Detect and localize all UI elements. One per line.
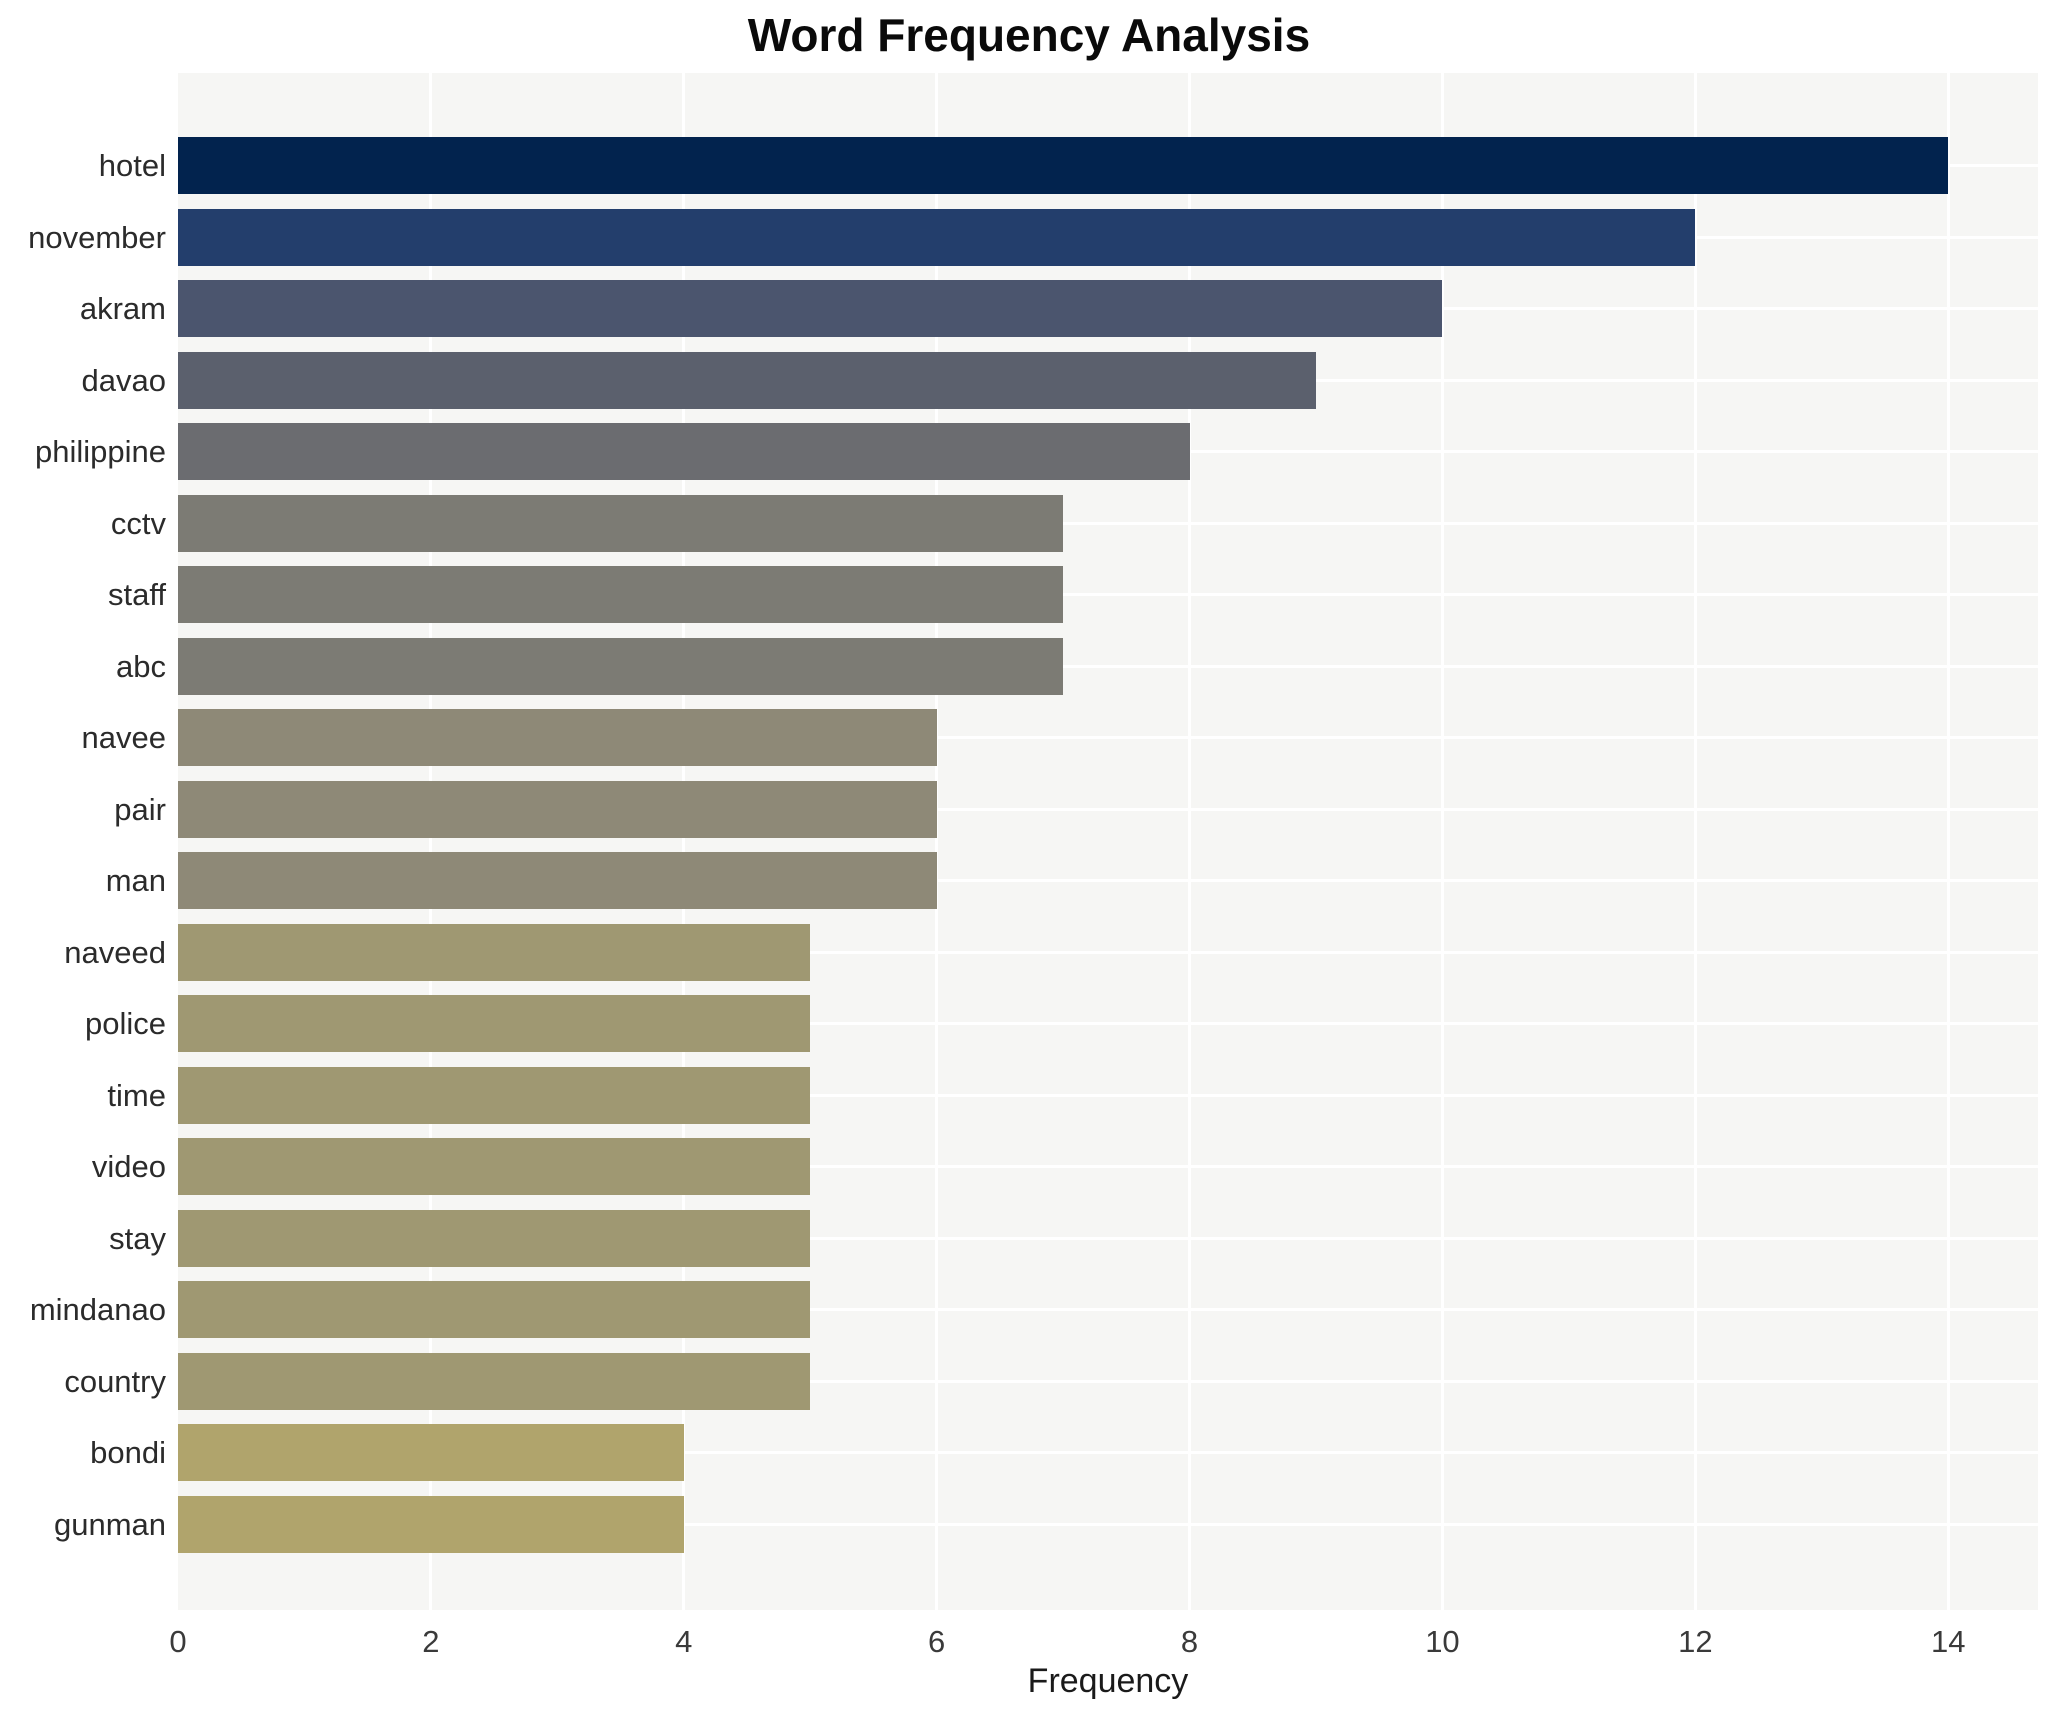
x-axis-label: Frequency <box>1027 1662 1189 1700</box>
y-tick-label-mindanao: mindanao <box>29 1292 166 1327</box>
x-tick-label-4: 4 <box>675 1624 693 1659</box>
y-tick-label-cctv: cctv <box>110 505 166 541</box>
gridline-vertical <box>1188 73 1192 1610</box>
x-tick-label-14: 14 <box>1930 1624 1966 1659</box>
y-tick-label-navee: navee <box>81 720 166 755</box>
gridline-vertical <box>682 73 686 1610</box>
gridline-horizontal <box>178 1451 2038 1454</box>
y-tick-label-november: november <box>28 219 166 255</box>
y-tick-label-pair: pair <box>114 791 166 827</box>
y-tick-label-gunman: gunman <box>53 1506 166 1542</box>
gridline-horizontal <box>178 807 2038 811</box>
bar-abc <box>178 637 1064 695</box>
gridline-vertical <box>935 73 939 1610</box>
bar-bondi <box>178 1424 684 1481</box>
bar-stay <box>178 1209 811 1267</box>
y-tick-label-davao: davao <box>81 362 166 398</box>
y-tick-label-stay: stay <box>109 1220 166 1256</box>
bar-mindanao <box>178 1281 811 1338</box>
bar-november <box>178 208 1696 266</box>
bar-pair <box>178 780 937 838</box>
bar-davao <box>178 351 1316 409</box>
y-tick-label-bondi: bondi <box>90 1435 166 1470</box>
gridline-horizontal <box>178 1522 2038 1526</box>
y-tick-label-philippine: philippine <box>35 434 166 469</box>
y-tick-label-country: country <box>64 1363 166 1399</box>
gridline-horizontal <box>178 1165 2038 1168</box>
bar-video <box>178 1138 811 1195</box>
x-tick-label-12: 12 <box>1678 1624 1713 1659</box>
x-tick-label-10: 10 <box>1425 1624 1460 1659</box>
gridline-vertical <box>429 73 433 1610</box>
bar-staff <box>178 566 1064 623</box>
y-tick-label-hotel: hotel <box>98 148 166 183</box>
y-tick-label-staff: staff <box>107 577 166 612</box>
y-tick-label-naveed: naveed <box>64 934 166 970</box>
bar-cctv <box>178 494 1064 552</box>
y-tick-label-akram: akram <box>79 291 166 326</box>
x-tick-label-2: 2 <box>422 1624 440 1659</box>
gridline-horizontal <box>178 593 2038 596</box>
gridline-horizontal <box>178 1022 2038 1025</box>
gridline-vertical <box>1440 73 1444 1610</box>
gridline-horizontal <box>178 1236 2038 1240</box>
bar-time <box>178 1066 811 1124</box>
bar-man <box>178 852 937 909</box>
gridline-vertical <box>1946 73 1950 1610</box>
gridline-vertical <box>1693 73 1697 1610</box>
gridline-horizontal <box>178 1093 2038 1097</box>
gridline-horizontal <box>178 879 2038 882</box>
bar-hotel <box>178 137 1949 194</box>
bar-police <box>178 995 811 1052</box>
chart-title: Word Frequency Analysis <box>747 9 1311 61</box>
gridline-horizontal <box>178 1379 2038 1383</box>
bar-naveed <box>178 923 811 981</box>
x-tick-label-6: 6 <box>928 1624 946 1659</box>
y-tick-label-video: video <box>91 1149 166 1184</box>
plot-area <box>178 73 2038 1610</box>
x-tick-label-8: 8 <box>1180 1624 1199 1659</box>
bar-philippine <box>178 423 1190 480</box>
bar-gunman <box>178 1495 684 1553</box>
gridline-horizontal <box>178 950 2038 954</box>
gridline-horizontal <box>178 736 2038 739</box>
gridline-horizontal <box>178 1308 2038 1311</box>
y-tick-label-man: man <box>105 863 166 898</box>
x-tick-label-0: 0 <box>169 1624 187 1659</box>
bar-navee <box>178 709 937 766</box>
bar-akram <box>178 280 1443 337</box>
gridline-horizontal <box>178 664 2038 668</box>
y-tick-label-abc: abc <box>116 648 166 684</box>
y-tick-label-time: time <box>107 1077 166 1113</box>
y-tick-label-police: police <box>85 1006 166 1041</box>
bar-country <box>178 1352 811 1410</box>
gridline-horizontal <box>178 521 2038 525</box>
